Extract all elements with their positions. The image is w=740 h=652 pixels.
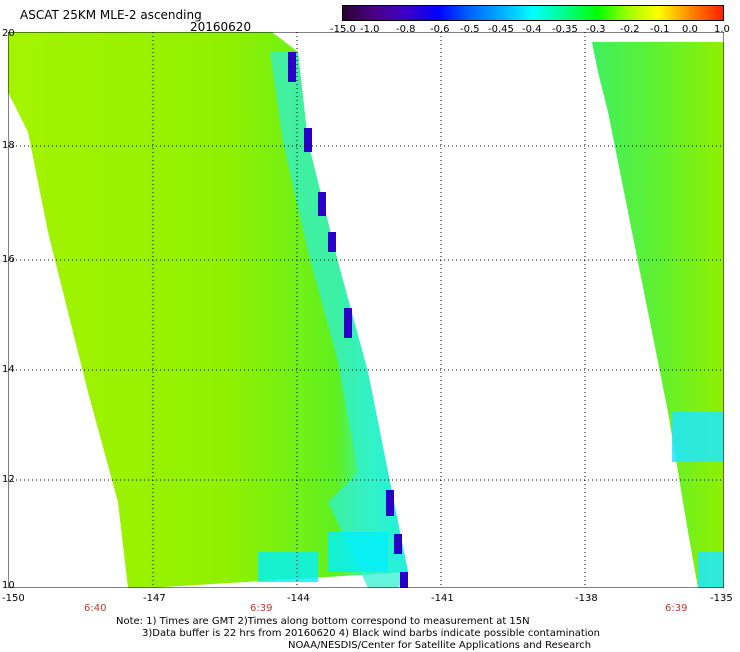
time-label-1: 6:40 [84,603,107,614]
time-label-2: 6:39 [250,603,273,614]
lon-label-147: -147 [143,593,166,604]
swath-map [8,32,724,588]
colorbar-tick-label: -0.4 [522,24,542,35]
colorbar-tick-label: -0.1 [650,24,670,35]
lon-label-138: -138 [575,593,598,604]
right-swath-cyan-patch [672,412,724,462]
lat-label-20: 20 [2,28,15,39]
colorbar-tick-label: -0.6 [430,24,450,35]
lon-gridlines [152,32,586,588]
colorbar-tick-label: -0.3 [586,24,606,35]
colorbar-tick-label: -0.35 [552,24,578,35]
colorbar-tick-label: -0.45 [488,24,514,35]
colorbar-labels: -15.0 -1.0 -0.8 -0.6 -0.5 -0.45 -0.4 -0.35 -0.3 -… [330,24,730,38]
right-swath-cyan-bottom [698,552,724,588]
colorbar [342,5,724,21]
lat-label-14: 14 [2,364,15,375]
lat-label-10: 10 [2,580,15,591]
footnote-line-1: Note: 1) Times are GMT 2)Times along bot… [116,616,530,627]
left-swath-edge [270,52,408,588]
lon-label-135: -135 [710,593,733,604]
map-date: 20160620 [190,20,252,34]
lat-label-12: 12 [2,474,15,485]
colorbar-tick-label: -0.5 [460,24,480,35]
lon-label-141: -141 [431,593,454,604]
lon-label-144: -144 [287,593,310,604]
lon-label-150: -150 [2,593,25,604]
map-title: ASCAT 25KM MLE-2 ascending [20,8,202,22]
footnote-line-2: 3)Data buffer is 22 hrs from 20160620 4)… [142,628,600,639]
left-swath-edge-pixels [288,52,408,588]
colorbar-tick-label: 1.0 [714,24,730,35]
colorbar-tick-label: -15.0 [330,24,356,35]
time-label-3: 6:39 [665,603,688,614]
lat-label-16: 16 [2,254,15,265]
footnote: Note: 1) Times are GMT 2)Times along bot… [116,616,600,652]
colorbar-tick-label: -0.2 [620,24,640,35]
lat-label-18: 18 [2,140,15,151]
footnote-line-3: NOAA/NESDIS/Center for Satellite Applica… [288,640,592,651]
colorbar-tick-label: 0.0 [682,24,698,35]
right-swath [592,42,724,588]
left-swath-cyan-blobs [258,532,388,582]
colorbar-tick-label: -1.0 [360,24,380,35]
lat-gridlines [8,145,724,481]
colorbar-tick-label: -0.8 [396,24,416,35]
